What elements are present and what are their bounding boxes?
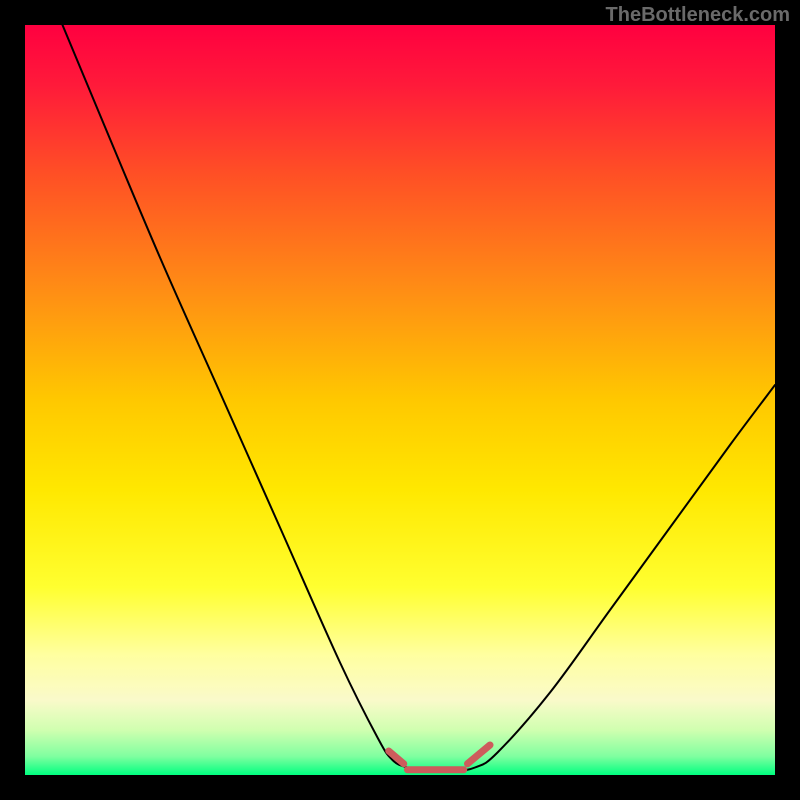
chart-container: TheBottleneck.com (0, 0, 800, 800)
gradient-background (25, 25, 775, 775)
watermark-text: TheBottleneck.com (606, 4, 790, 27)
plot-area (25, 25, 775, 775)
bottleneck-chart (25, 25, 775, 775)
